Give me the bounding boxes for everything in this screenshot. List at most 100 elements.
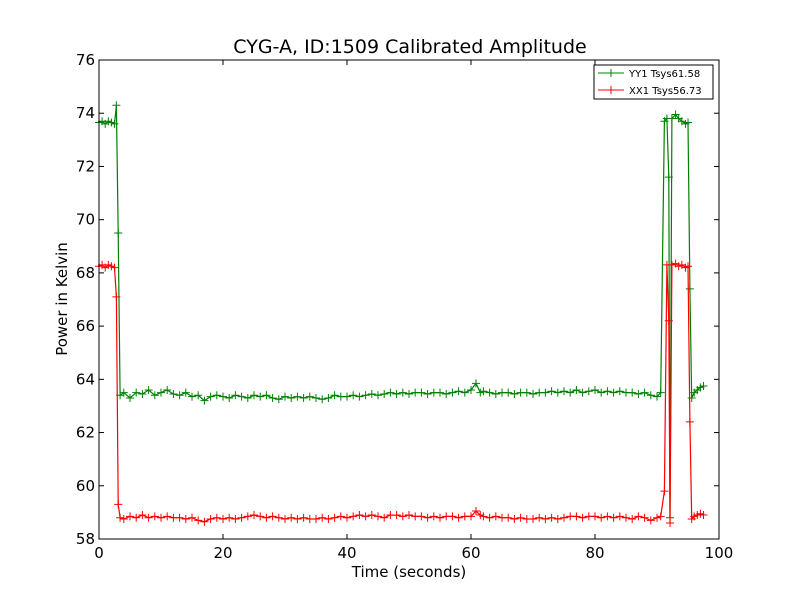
series-yy1-point: [572, 385, 581, 394]
series-xx1-point: [112, 292, 121, 301]
series-xx1-point: [398, 512, 407, 521]
series-yy1: [95, 101, 708, 522]
series-yy1-point: [386, 388, 395, 397]
series-yy1-point: [560, 387, 568, 396]
series-yy1-point: [584, 387, 593, 396]
series-yy1-point: [653, 392, 661, 401]
series-xx1-point: [116, 513, 125, 522]
series-yy1-point: [200, 396, 209, 405]
series-xx1-point: [603, 512, 612, 521]
series-yy1-point: [250, 391, 258, 400]
series-yy1-point: [491, 389, 500, 398]
series-xx1-point: [144, 513, 153, 522]
series-xx1-point: [175, 513, 184, 522]
series-yy1-point: [237, 392, 246, 401]
series-xx1-point: [181, 515, 190, 524]
series-yy1-point: [628, 388, 637, 397]
series-xx1-point: [467, 512, 475, 521]
series-xx1-point: [609, 513, 618, 522]
series-xx1-point: [138, 511, 147, 520]
series-xx1-point: [628, 515, 637, 524]
series-xx1-point: [250, 511, 258, 520]
series-xx1-point: [448, 512, 457, 521]
series-xx1-point: [355, 511, 364, 520]
y-tick-label: 62: [76, 424, 95, 442]
series-yy1-point: [615, 387, 624, 396]
series-xx1-point: [560, 513, 568, 522]
series-yy1-point: [634, 389, 643, 398]
series-xx1-point: [110, 263, 119, 272]
series-xx1-point: [485, 513, 494, 522]
series-xx1: [95, 259, 708, 528]
series-xx1-point: [361, 512, 370, 521]
series-yy1-point: [112, 101, 121, 110]
x-tick-label: 80: [585, 544, 604, 562]
series-xx1-point: [126, 512, 134, 521]
series-xx1-point: [163, 512, 172, 521]
series-yy1-point: [219, 392, 227, 401]
series-xx1-point: [646, 516, 655, 525]
y-tick-label: 58: [76, 530, 95, 548]
series-yy1-point: [361, 391, 370, 400]
series-yy1-point: [144, 385, 153, 394]
series-xx1-point: [324, 515, 333, 524]
y-tick-label: 70: [76, 211, 95, 229]
series-yy1-point: [231, 391, 240, 400]
series-xx1-point: [293, 515, 302, 524]
series-yy1-point: [529, 389, 537, 398]
series-xx1-point: [429, 512, 438, 521]
x-axis-label: Time (seconds): [351, 563, 467, 581]
series-yy1-point: [318, 395, 327, 404]
x-tick-label: 40: [337, 544, 356, 562]
series-xx1-point: [274, 513, 283, 522]
series-xx1-point: [343, 513, 351, 522]
series-xx1-point: [479, 512, 488, 521]
series-xx1-point: [312, 515, 320, 524]
series-yy1-point: [256, 392, 265, 401]
series-xx1-point: [699, 511, 708, 520]
series-yy1-point: [547, 387, 556, 396]
series-xx1-point: [157, 513, 165, 522]
series-xx1-point: [132, 513, 141, 522]
series-yy1-point: [591, 385, 599, 394]
series-yy1-point: [126, 393, 134, 402]
series-yy1-point: [667, 114, 676, 123]
series-yy1-point: [343, 392, 351, 401]
legend-label-yy1: YY1 Tsys61.58: [628, 69, 700, 80]
series-yy1-point: [699, 381, 708, 390]
series-xx1-point: [336, 512, 345, 521]
series-xx1-point: [268, 512, 277, 521]
series-yy1-point: [609, 388, 618, 397]
series-xx1-point: [553, 515, 562, 524]
series-xx1-point: [656, 512, 665, 521]
series-xx1-point: [454, 513, 463, 522]
series-yy1-point: [656, 388, 665, 397]
series-xx1-point: [374, 512, 382, 521]
series-xx1-point: [664, 316, 673, 325]
series-yy1-point: [510, 389, 519, 398]
series-xx1-point: [212, 513, 221, 522]
series-xx1-point: [640, 513, 649, 522]
series-yy1-point: [281, 392, 289, 401]
series-yy1-point: [138, 389, 147, 398]
series-yy1-point: [467, 385, 475, 394]
series-yy1-point: [225, 393, 234, 402]
series-yy1-point: [460, 388, 469, 397]
series-yy1-point: [132, 388, 141, 397]
series-xx1-point: [150, 512, 159, 521]
series-yy1-point: [448, 388, 457, 397]
series-yy1-point: [566, 388, 575, 397]
series-yy1-point: [274, 395, 283, 404]
series-yy1-point: [664, 173, 673, 182]
series-layer: [95, 101, 708, 528]
series-yy1-point: [349, 391, 358, 400]
series-xx1-point: [237, 513, 246, 522]
series-xx1-point: [225, 513, 234, 522]
x-tick-label: 60: [461, 544, 480, 562]
series-xx1-point: [287, 513, 296, 522]
series-xx1-point: [591, 512, 599, 521]
series-yy1-point: [312, 393, 320, 402]
legend-marker: [607, 69, 615, 77]
y-tick-label: 60: [76, 477, 95, 495]
series-yy1-point: [646, 391, 655, 400]
